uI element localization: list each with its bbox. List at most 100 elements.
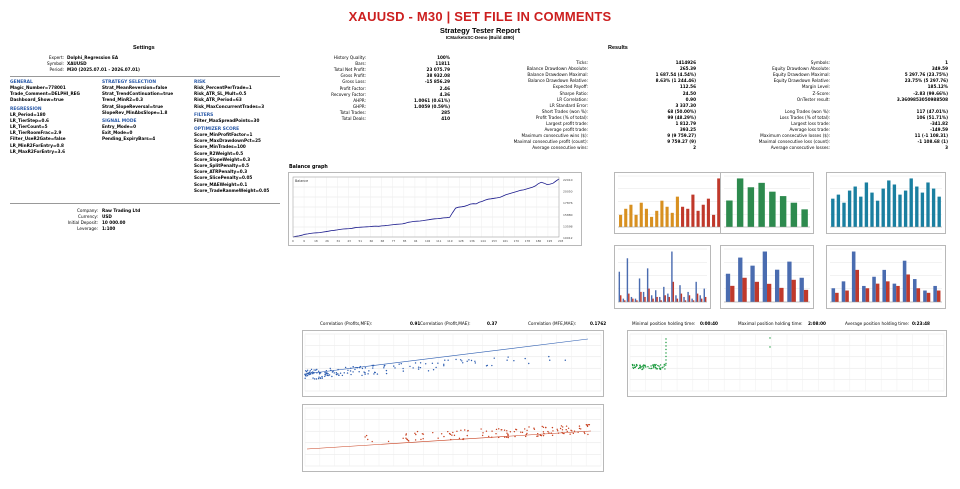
bar: [859, 196, 863, 227]
mfe-months-chart: [826, 245, 946, 309]
results-value: 410: [441, 116, 450, 121]
results-label: Average consecutive wins:: [532, 145, 588, 151]
results-value: 38 932.08: [426, 73, 450, 79]
bar: [779, 196, 787, 227]
bar: [791, 279, 796, 302]
bar: [712, 214, 716, 227]
scatter-point: [664, 368, 666, 370]
scatter-point: [364, 373, 366, 375]
bar: [630, 296, 633, 302]
scatter-holding-svg: [629, 333, 945, 392]
mfe-hours-chart: [614, 245, 711, 309]
scatter-point: [347, 369, 349, 371]
scatter-point: [526, 429, 528, 432]
scatter-point: [468, 359, 470, 361]
scatter-point: [313, 369, 315, 371]
y-tick-label: 13598: [563, 224, 573, 228]
company-label: Company:: [76, 208, 98, 213]
mfe-hours-chart-svg: [618, 248, 707, 303]
results-value: 106 (51.71%): [916, 114, 948, 120]
scatter-point: [393, 365, 395, 367]
scatter-point: [412, 367, 414, 369]
settings-title: Settings: [133, 45, 155, 51]
scatter-point: [514, 435, 516, 438]
scatter-point: [654, 366, 657, 369]
scatter-point: [654, 364, 657, 367]
bar: [882, 269, 886, 302]
bar: [855, 269, 860, 302]
bar: [671, 251, 673, 302]
results-label: AHPR:: [353, 97, 366, 103]
bar: [684, 300, 687, 302]
scatter-point: [326, 372, 328, 374]
scatter-point: [565, 428, 567, 431]
months-chart: [826, 172, 946, 234]
bar: [686, 208, 690, 227]
group-risk: RISK Risk_PercentPerTrade=1 Risk_ATR_SL_M…: [194, 80, 269, 194]
scatter-point: [337, 373, 339, 375]
scatter-point: [306, 374, 309, 377]
results-label: Margin Level:: [801, 84, 830, 90]
scatter-point: [420, 438, 422, 441]
results-value: 4.36: [439, 91, 450, 97]
scatter-point: [665, 359, 667, 361]
bar: [622, 298, 625, 302]
expert-label: Expert:: [48, 55, 64, 60]
bar: [906, 274, 910, 302]
results-label: Maximal consecutive profit (count):: [513, 139, 588, 145]
scatter-point: [455, 358, 457, 361]
scatter-point: [435, 366, 437, 369]
scatter-point: [583, 431, 585, 434]
scatter-point: [578, 427, 581, 430]
scatter-point: [584, 432, 586, 435]
scatter-point: [460, 429, 462, 431]
results-label: Equity Drawdown Absolute:: [772, 66, 830, 72]
bar: [875, 283, 880, 302]
setting-strategy-4: SlopeRev_MinAbsSlope=1.8: [102, 109, 168, 115]
results-value: 1.0061 (0.61%): [414, 97, 450, 103]
scatter-point: [506, 359, 508, 361]
scatter-point: [327, 373, 329, 375]
bar: [738, 257, 743, 302]
group-strategy: STRATEGY SELECTION Strat_MeanReversion=f…: [102, 80, 173, 143]
scatter-point: [405, 433, 408, 435]
scatter-point: [549, 359, 551, 361]
scatter-point: [317, 370, 320, 372]
scatter-point: [665, 362, 667, 365]
bar: [676, 298, 679, 302]
setting-risk-0: Risk_PercentPerTrade=1: [194, 85, 252, 90]
scatter-point: [513, 359, 515, 362]
scatter-point: [462, 362, 464, 364]
scatter-point: [319, 377, 322, 379]
scatter-point: [349, 370, 352, 372]
bar: [660, 200, 664, 227]
bar: [687, 291, 689, 302]
bar: [870, 192, 874, 227]
scatter-point: [652, 365, 655, 368]
leverage-label: Leverage:: [77, 226, 98, 231]
scatter-point: [309, 373, 312, 375]
scatter-point: [308, 371, 311, 374]
bar: [644, 296, 646, 302]
results-value: 23.75% (5 297.76): [904, 78, 948, 84]
bar: [790, 202, 798, 227]
scatter-point: [385, 372, 388, 375]
bar: [717, 178, 721, 227]
group-general: GENERAL Magic_Number=778001 Trade_Comment…: [10, 80, 80, 155]
corr-mae-label: Correlation (Profit,MAE):: [420, 321, 471, 326]
scatter-point: [458, 437, 461, 440]
setting-optimizer-3: Score_R2Weight=0.5: [194, 150, 244, 156]
scatter-point: [548, 432, 550, 434]
bar: [681, 206, 685, 227]
scatter-point: [315, 378, 318, 380]
x-tick-label: 102: [425, 239, 431, 243]
group-regression-items: LR_Period=180 LR_TierStep=0.6 LR_TierCount…: [10, 112, 80, 155]
y-tick-label: 10012: [563, 236, 573, 240]
bar: [636, 300, 638, 302]
x-tick-label: 18: [314, 239, 318, 243]
scatter-point: [639, 364, 641, 367]
group-general-head: GENERAL: [10, 80, 33, 85]
bar: [655, 290, 657, 302]
bar: [912, 279, 917, 302]
scatter-point: [466, 360, 468, 362]
